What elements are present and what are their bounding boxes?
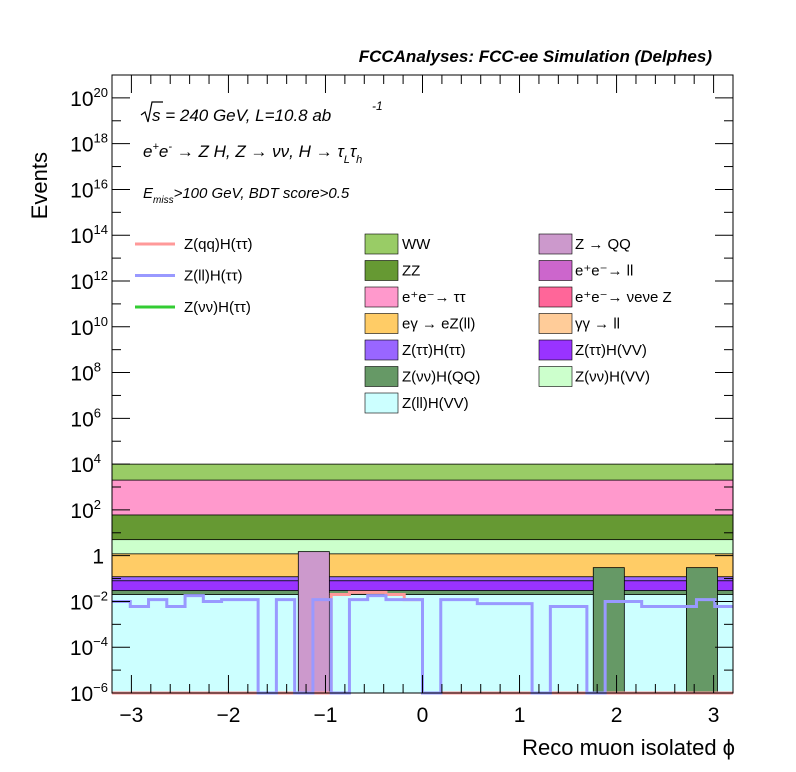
legend-swatch	[538, 260, 573, 281]
y-tick-label: 1	[92, 546, 104, 569]
y-tick-label: 1010	[70, 314, 108, 340]
y-tick-label: 10−4	[70, 634, 108, 660]
y-tick-label: 1020	[70, 85, 108, 111]
signal-line	[112, 594, 733, 695]
legend-label: e⁺e⁻→ ττ	[402, 289, 466, 306]
y-tick-label: 1016	[70, 176, 108, 202]
y-tick-label: 1014	[70, 222, 108, 248]
y-tick-label: 102	[70, 497, 101, 523]
svg-text:-1: -1	[372, 99, 383, 113]
sqrt-symbol	[140, 101, 163, 123]
y-tick-label: 1018	[70, 131, 108, 157]
annotation-cuts: Emiss>100 GeV, BDT score>0.5	[143, 185, 350, 206]
x-tick-label: 0	[417, 704, 429, 727]
legend-label: γγ → ll	[575, 316, 620, 333]
legend-swatch	[538, 233, 573, 255]
x-tick-label: −3	[119, 704, 143, 727]
legend-label: Z(ll)H(VV)	[402, 395, 469, 412]
y-tick-label: 10−2	[70, 588, 108, 614]
legend-swatch	[538, 339, 573, 361]
legend-label: e⁺e⁻→ ll	[575, 263, 633, 280]
annotation-process: e+e- → Z H, Z → νν, H → τLτh	[143, 141, 362, 166]
legend-swatch	[364, 339, 399, 361]
legend-swatch	[364, 392, 399, 414]
legend-label: Z(νν)H(VV)	[575, 369, 650, 386]
legend-label: e⁺e⁻→ νeνe Z	[575, 289, 672, 306]
legend-label: Z(qq)H(ττ)	[184, 236, 253, 253]
legend-swatch	[364, 260, 399, 281]
x-tick-label: 2	[611, 704, 623, 727]
axis-ticks	[111, 74, 734, 694]
legend-swatch	[364, 233, 399, 255]
legend-label: Z(νν)H(ττ)	[184, 299, 251, 316]
x-tick-label: 3	[708, 704, 720, 727]
legend-label: Z(ττ)H(VV)	[575, 342, 647, 359]
legend-swatch	[364, 313, 399, 334]
y-tick-label: 104	[70, 451, 101, 477]
y-tick-label: 106	[70, 405, 101, 431]
svg-text:s = 240 GeV, L=10.8 ab: s = 240 GeV, L=10.8 ab	[152, 106, 331, 125]
legend-label: eγ → eZ(ll)	[402, 316, 475, 333]
y-tick-label: 1012	[70, 268, 108, 294]
legend-label: Z(νν)H(QQ)	[402, 369, 480, 386]
x-tick-label: 1	[514, 704, 526, 727]
annotation-energy: s = 240 GeV, L=10.8 ab -1	[140, 99, 383, 125]
legend-label: Z(ττ)H(ττ)	[402, 342, 466, 359]
legend-swatch	[364, 286, 399, 308]
legend-swatch	[538, 286, 573, 308]
svg-text:e+e- → Z H, Z → νν, H → τLτh: e+e- → Z H, Z → νν, H → τLτh	[143, 141, 362, 166]
svg-text:Emiss>100 GeV, BDT score>0.5: Emiss>100 GeV, BDT score>0.5	[143, 185, 350, 206]
legend-label: WW	[402, 236, 431, 253]
y-tick-labels: 10−6 10−4 10−2 1 102 104 106 108 1010 1012 1014 101…	[70, 85, 108, 706]
x-tick-label: −1	[313, 704, 337, 727]
legend-label: Z(ll)H(ττ)	[184, 268, 243, 285]
chart-title: FCCAnalyses: FCC-ee Simulation (Delphes)	[359, 47, 713, 66]
y-tick-label: 108	[70, 360, 101, 386]
legend-label: Z → QQ	[575, 236, 631, 253]
y-tick-label: 10−6	[70, 680, 108, 706]
legend-label: ZZ	[402, 263, 420, 280]
legend-swatch	[538, 313, 573, 334]
x-tick-label: −2	[216, 704, 240, 727]
y-axis-label: Events	[27, 152, 52, 219]
x-tick-labels: −3 −2 −1 0 1 2 3	[119, 704, 719, 727]
legend: Z(qq)H(ττ) Z(ll)H(ττ) Z(νν)H(ττ) WW ZZ e⁺e⁻→ …	[135, 233, 672, 414]
legend-swatch	[538, 366, 573, 387]
legend-swatch	[364, 366, 399, 387]
peak-bar	[686, 567, 718, 694]
x-axis-label: Reco muon isolated ϕ	[522, 735, 735, 760]
peak-bar	[592, 567, 625, 694]
